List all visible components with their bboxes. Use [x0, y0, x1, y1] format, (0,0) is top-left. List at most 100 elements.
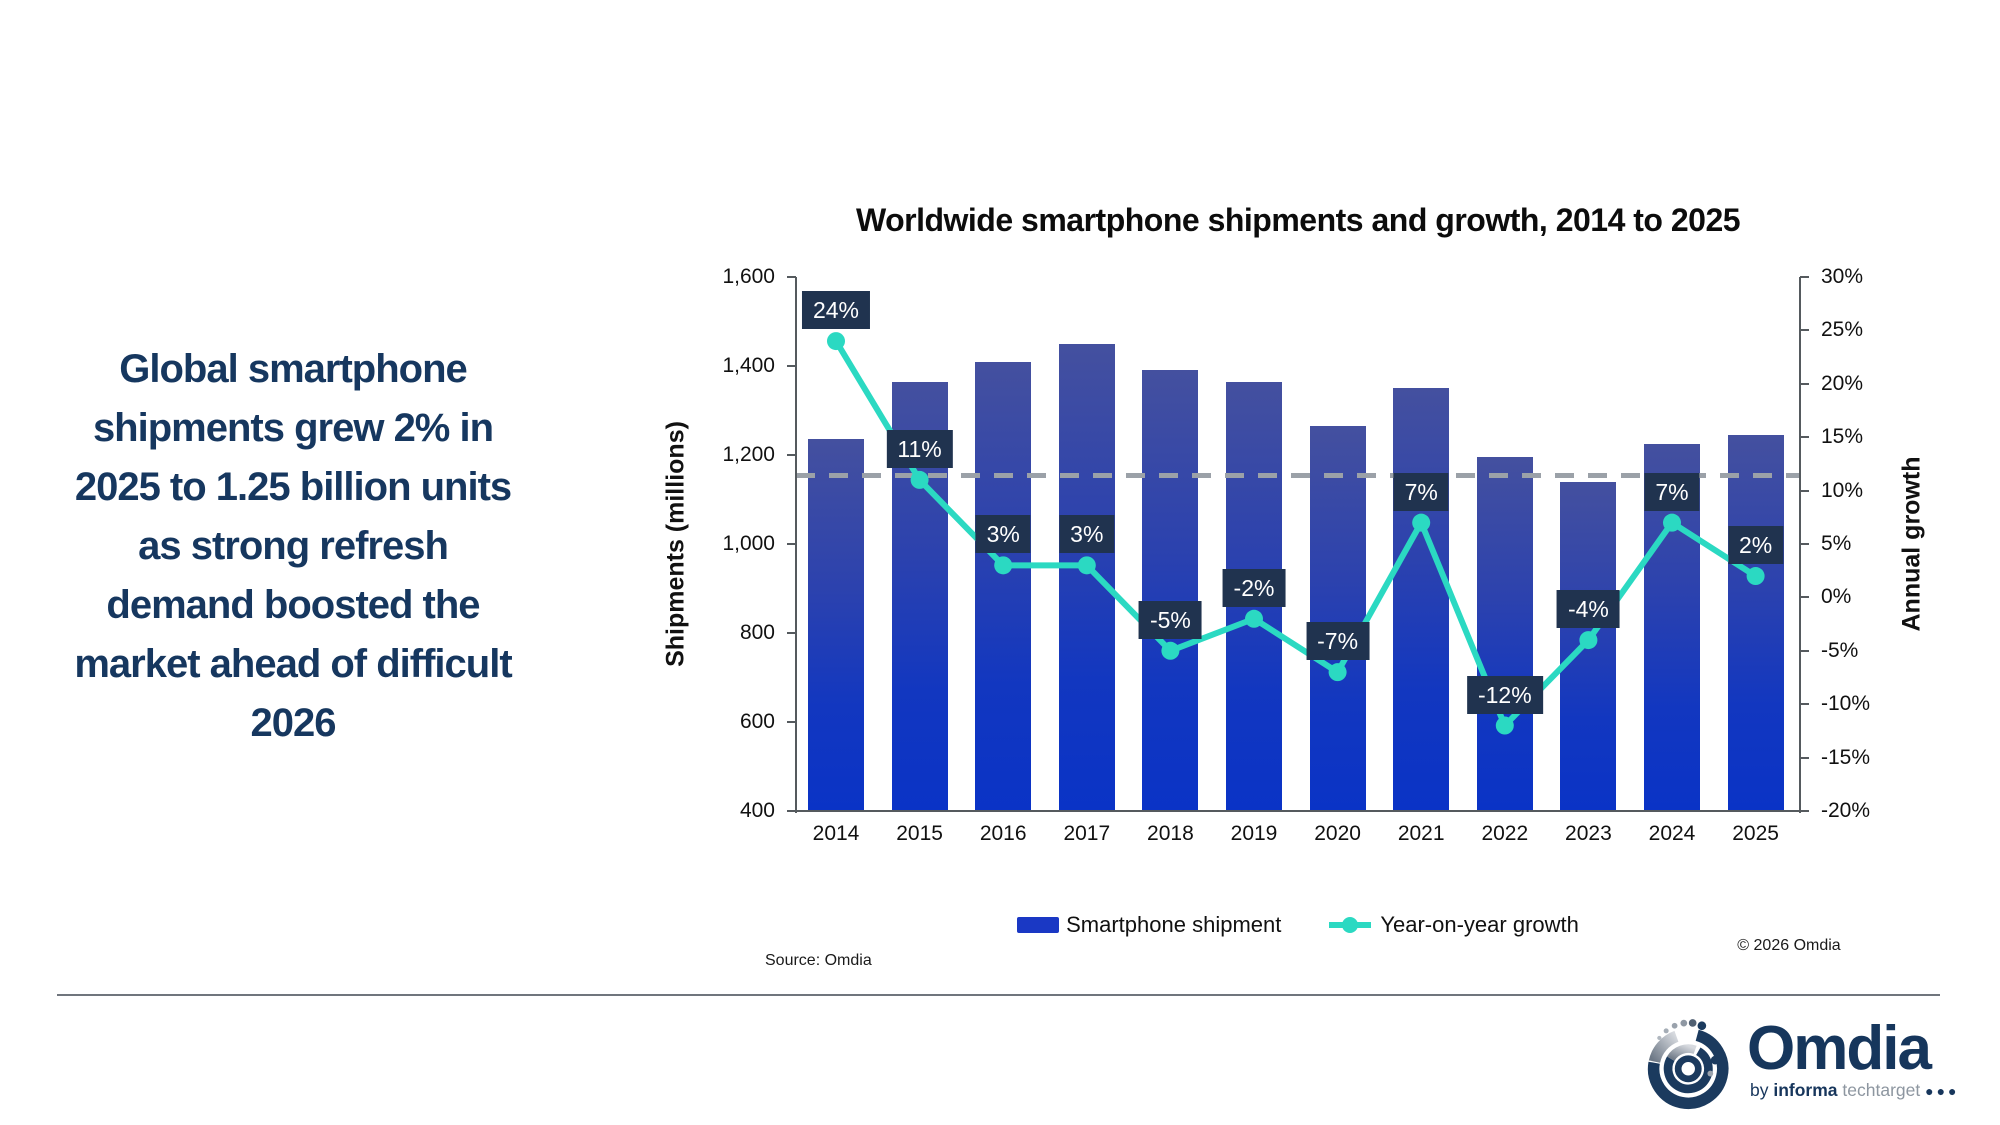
left-axis-tick-label: 1,600 — [722, 265, 775, 288]
headline-line: demand boosted the — [106, 583, 480, 627]
reference-dashed-line — [796, 472, 1800, 478]
left-axis-tick — [787, 365, 796, 367]
growth-marker-2021 — [1412, 513, 1431, 532]
growth-label-2014: 24% — [801, 291, 871, 330]
x-axis-line — [796, 810, 1800, 812]
bar-2017 — [1058, 343, 1115, 811]
growth-marker-2023 — [1579, 631, 1598, 650]
x-axis-label-2023: 2023 — [1565, 822, 1612, 845]
x-axis-label-2022: 2022 — [1481, 822, 1529, 845]
growth-label-2019: -2% — [1222, 568, 1286, 607]
growth-line-series — [827, 332, 1765, 735]
growth-label-2017: 3% — [1059, 515, 1115, 554]
x-axis-label-2014: 2014 — [812, 822, 860, 845]
right-axis-tick — [1800, 329, 1809, 332]
x-axis-label-2025: 2025 — [1732, 822, 1779, 845]
bar-2020 — [1309, 426, 1366, 811]
byline-informa: informa — [1773, 1080, 1838, 1100]
omdia-logo: Omdia by informa techtarget ●●● — [1646, 1008, 1956, 1118]
x-axis-label-2021: 2021 — [1397, 822, 1445, 845]
growth-label-2025: 2% — [1727, 526, 1784, 565]
legend-item-shipments: Smartphone shipment — [1017, 912, 1281, 938]
left-axis-tick — [787, 543, 796, 545]
growth-label-2020: -7% — [1306, 622, 1370, 661]
line-dot-swatch-icon — [1329, 917, 1372, 933]
right-axis-tick-label: -5% — [1821, 638, 1859, 662]
growth-marker-2022 — [1495, 716, 1514, 735]
right-axis-tick — [1800, 703, 1809, 706]
left-axis-tick-label: 800 — [739, 621, 775, 644]
left-axis-line — [795, 277, 797, 813]
right-axis-tick-label: 15% — [1821, 425, 1864, 449]
legend-label: Smartphone shipment — [1066, 912, 1282, 937]
right-axis-tick-label: -20% — [1821, 799, 1871, 822]
bar-2025 — [1727, 434, 1784, 811]
x-axis-label-2017: 2017 — [1063, 822, 1111, 845]
growth-marker-2025 — [1746, 567, 1765, 586]
x-axis-label-2020: 2020 — [1314, 822, 1361, 845]
x-axis-label-2019: 2019 — [1230, 822, 1278, 845]
growth-marker-2018 — [1161, 641, 1180, 660]
byline-dots: ●●● — [1925, 1083, 1960, 1099]
left-axis-tick-label: 1,400 — [722, 354, 775, 377]
x-axis-label-2024: 2024 — [1648, 822, 1696, 845]
right-axis-tick — [1800, 489, 1809, 492]
left-axis-tick — [787, 276, 796, 278]
headline-line: 2026 — [250, 701, 337, 745]
right-axis-tick — [1800, 382, 1809, 385]
headline-line: shipments grew 2% in — [92, 406, 494, 450]
bar-2021 — [1393, 388, 1450, 811]
growth-marker-2017 — [1077, 556, 1096, 575]
left-axis-tick-label: 1,200 — [722, 443, 775, 466]
growth-marker-2019 — [1245, 609, 1263, 628]
bar-2018 — [1142, 370, 1199, 811]
growth-marker-2024 — [1663, 513, 1681, 532]
x-axis-label-2018: 2018 — [1147, 822, 1194, 845]
right-axis-tick-label: -15% — [1821, 745, 1871, 769]
growth-label-2023: -4% — [1556, 590, 1620, 629]
legend-label: Year-on-year growth — [1380, 912, 1579, 937]
chart-legend: Smartphone shipment Year-on-year growth — [796, 908, 1800, 942]
growth-marker-2016 — [994, 556, 1013, 575]
growth-marker-2015 — [910, 470, 929, 489]
left-axis-tick — [787, 454, 796, 456]
bar-2022 — [1476, 457, 1533, 811]
chart-plot-area: 1,600 1,400 1,200 1,000 800 600 400 30% 25% 20% 15… — [722, 265, 1870, 845]
headline-line: as strong refresh — [138, 524, 449, 568]
left-axis-tick — [787, 632, 796, 634]
right-axis-tick-label: 5% — [1821, 532, 1852, 555]
right-axis-tick-label: 0% — [1821, 585, 1852, 609]
right-axis-tick — [1800, 596, 1809, 599]
left-axis-tick-label: 600 — [739, 710, 775, 733]
right-axis-line — [1799, 277, 1801, 813]
right-axis-tick — [1800, 436, 1809, 439]
left-axis-tick — [787, 810, 796, 812]
right-axis-tick-label: -10% — [1821, 692, 1871, 716]
growth-label-2021: 7% — [1393, 472, 1449, 511]
growth-label-2022: -12% — [1466, 675, 1543, 714]
omdia-logo-icon — [1647, 1019, 1729, 1109]
right-axis-tick — [1800, 810, 1809, 812]
byline-techtarget: techtarget — [1837, 1080, 1926, 1100]
right-axis-tick — [1800, 756, 1809, 759]
headline-text-block: Global smartphone shipments grew 2% in 2… — [23, 340, 563, 753]
byline-by: by — [1750, 1080, 1774, 1100]
copyright-note: © 2026 Omdia — [1737, 937, 1841, 954]
chart-title: Worldwide smartphone shipments and growt… — [855, 202, 1741, 238]
bar-2014 — [808, 439, 864, 811]
right-axis-tick — [1800, 649, 1809, 652]
growth-label-2016: 3% — [975, 515, 1031, 554]
growth-marker-2020 — [1328, 663, 1347, 682]
source-note: Source: Omdia — [765, 952, 872, 969]
left-axis-tick-label: 400 — [739, 799, 775, 822]
growth-label-2024: 7% — [1644, 472, 1700, 511]
left-axis-tick-label: 1,000 — [722, 532, 775, 555]
growth-label-2018: -5% — [1138, 600, 1202, 639]
headline-line: market ahead of difficult — [74, 642, 512, 686]
headline-line: 2025 to 1.25 billion units — [74, 465, 512, 509]
headline-line: Global smartphone — [119, 347, 468, 391]
bar-swatch-icon — [1017, 917, 1060, 933]
footer-divider — [57, 994, 1940, 996]
x-axis-label-2016: 2016 — [979, 822, 1027, 845]
